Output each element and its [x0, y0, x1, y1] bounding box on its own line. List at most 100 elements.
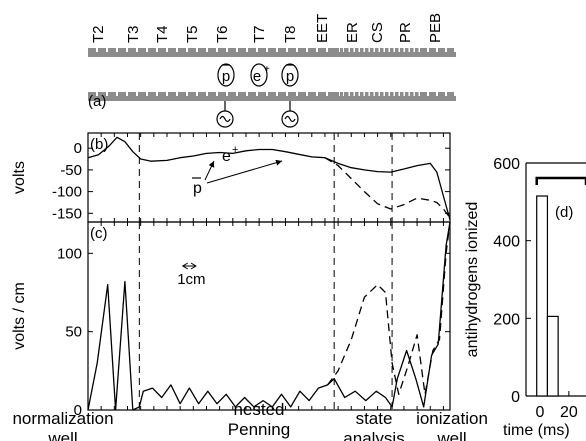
- electrode-segment: [178, 92, 186, 98]
- electrode-segment: [429, 48, 436, 54]
- electrode-segment: [420, 48, 427, 54]
- sine-wave-icon: [219, 115, 231, 123]
- electrode-segment: [340, 92, 343, 98]
- chart-d: 0 200 400 600 0 20 (d) antihydrogens ionized tim…: [464, 156, 586, 439]
- electrode-segment: [88, 92, 96, 98]
- electrode-segment: [385, 92, 389, 98]
- electrode-segment: [108, 48, 116, 54]
- electrode-segment: [415, 48, 419, 54]
- electrode-segment: [365, 48, 369, 54]
- electrode-label-t7: T7: [251, 25, 268, 43]
- annotation-antiproton: p: [193, 180, 202, 197]
- y-axis-label: volts / cm: [11, 282, 28, 350]
- electrode-segment: [188, 48, 196, 54]
- electrode-segment: [380, 92, 384, 98]
- particle-ellipse: [281, 63, 299, 87]
- annotation-positron-charge: +: [232, 144, 238, 156]
- electrode-segment: [420, 92, 427, 98]
- x-tick-label: 0: [536, 404, 545, 421]
- panel-a-tag: (a): [88, 93, 106, 110]
- electrode-segment: [138, 48, 146, 54]
- y-tick-label: -150: [52, 205, 82, 222]
- scale-bar-arrow-right: [190, 262, 197, 270]
- particle-ellipse: [217, 63, 235, 87]
- particle-ellipse: [250, 63, 268, 87]
- electrode-segment: [415, 92, 419, 98]
- solid-series-line: [87, 221, 451, 411]
- electrode-segment: [447, 48, 454, 54]
- section-label-state: state: [356, 409, 393, 428]
- electrode-segment: [208, 92, 216, 98]
- electrode-segment: [178, 48, 186, 54]
- electrode-segment: [308, 92, 316, 98]
- electrode-segment: [98, 92, 106, 98]
- electrode-segment: [258, 48, 266, 54]
- electrode-segment: [336, 48, 339, 54]
- section-label-nested: Penning: [228, 420, 290, 439]
- electrode-segment: [390, 48, 394, 54]
- electrode-labels: T2 T3 T4 T5 T6 T7 T8 EET ER CS PR PEB: [90, 13, 444, 43]
- electrode-segment: [298, 48, 306, 54]
- electrode-segment: [355, 92, 359, 98]
- chart-b: 0 -50 -100 -150 volts (b) e + p: [11, 132, 451, 223]
- electrode-segment: [355, 48, 359, 54]
- electrode-segment: [318, 92, 326, 98]
- annotation-positron: e: [222, 148, 231, 165]
- electrode-segment: [370, 92, 374, 98]
- electrode-segment: [148, 48, 156, 54]
- electrode-segment: [328, 92, 336, 98]
- electrode-segment: [188, 92, 196, 98]
- plot-frame: [87, 221, 451, 411]
- y-tick-label: 400: [493, 234, 520, 251]
- electrode-segment: [385, 48, 389, 54]
- section-label-ionization: ionization: [416, 409, 488, 428]
- electrode-segment: [158, 92, 166, 98]
- panel-tag: (c): [90, 225, 108, 242]
- electrode-segment: [345, 92, 349, 98]
- y-tick-label: 0: [74, 140, 82, 157]
- electrode-segment: [400, 92, 404, 98]
- electrode-rail: [88, 52, 456, 57]
- y-tick-label: 100: [57, 245, 82, 262]
- electrode-segment: [108, 92, 116, 98]
- electrode-label-cs: CS: [369, 22, 386, 43]
- particle-charge: +: [264, 64, 270, 75]
- electrode-rail: [88, 96, 456, 101]
- electrode-segment: [438, 92, 445, 98]
- electrode-segment: [350, 48, 354, 54]
- electrode-segment: [278, 48, 286, 54]
- electrode-segment: [238, 48, 246, 54]
- electrode-segment: [345, 48, 349, 54]
- electrode-segment: [298, 92, 306, 98]
- electrode-segment: [268, 48, 276, 54]
- electrode-segment: [258, 92, 266, 98]
- x-tick-label: 20: [560, 404, 578, 421]
- electrode-segment: [438, 48, 445, 54]
- section-label-nested: nested: [233, 400, 284, 419]
- particle-label: e: [253, 68, 261, 85]
- timing-bracket: [535, 176, 586, 185]
- electrode-segment: [118, 48, 126, 54]
- electrode-segment: [370, 48, 374, 54]
- x-axis-label: time (ms): [503, 422, 570, 439]
- annotation-arrow: [206, 159, 283, 184]
- y-axis-label: volts: [11, 161, 28, 194]
- electrode-segment: [228, 92, 236, 98]
- electrode-segment: [148, 92, 156, 98]
- electrode-label-er: ER: [344, 22, 361, 43]
- electrode-label-t3: T3: [125, 25, 142, 43]
- sine-wave-icon: [284, 115, 296, 123]
- electrode-segment: [118, 92, 126, 98]
- electrode-segment: [288, 92, 296, 98]
- panel-tag: (d): [555, 204, 573, 221]
- electrode-segment: [336, 92, 339, 98]
- y-tick-label: 0: [74, 402, 82, 419]
- electrode-label-t2: T2: [90, 25, 107, 43]
- bar: [536, 195, 549, 397]
- electrode-segment: [98, 48, 106, 54]
- electrode-segment: [228, 48, 236, 54]
- electrode-segment: [88, 48, 96, 54]
- electrode-label-t8: T8: [282, 25, 299, 43]
- electrode-segment: [218, 48, 226, 54]
- electrode-segment: [218, 92, 226, 98]
